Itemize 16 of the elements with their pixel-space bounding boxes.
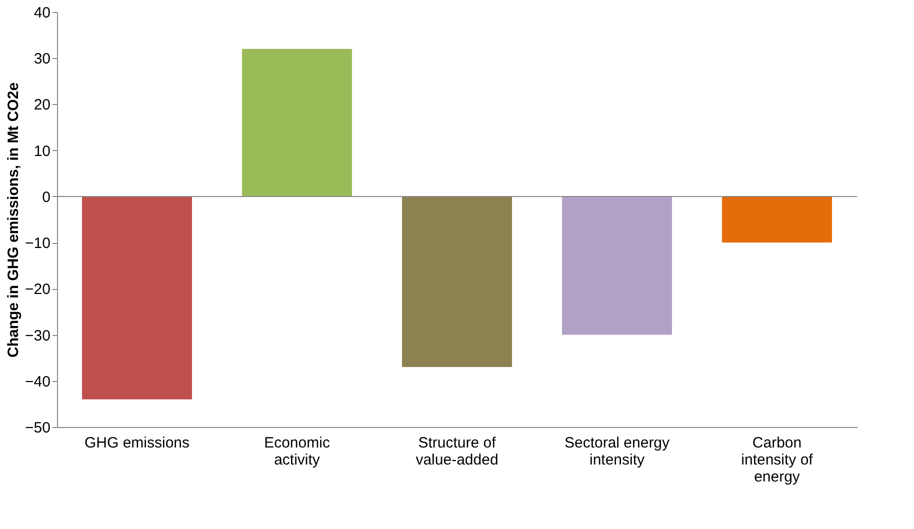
x-tick-label: Sectoral energy intensity [564, 434, 670, 468]
x-tick-label: Economic activity [264, 434, 330, 468]
y-tick-label: −40 [25, 373, 50, 390]
y-tick-label: 40 [34, 4, 50, 22]
y-tick-label: 20 [34, 96, 50, 114]
y-tick-label: −10 [25, 235, 50, 252]
y-tick-label: 30 [34, 50, 50, 68]
y-tick-label: −30 [25, 327, 50, 344]
y-tick-label: −50 [25, 420, 50, 436]
x-tick-label: Carbon intensity of energy [741, 434, 814, 486]
x-tick-label: Structure of value-added [416, 434, 498, 468]
x-tick-label: GHG emissions [84, 434, 190, 452]
y-tick-label: 10 [34, 142, 50, 160]
y-tick-label: −20 [25, 281, 50, 298]
y-axis-title: Change in GHG emissions, in Mt CO2e [5, 82, 22, 358]
y-tick-label: 0 [42, 188, 50, 206]
